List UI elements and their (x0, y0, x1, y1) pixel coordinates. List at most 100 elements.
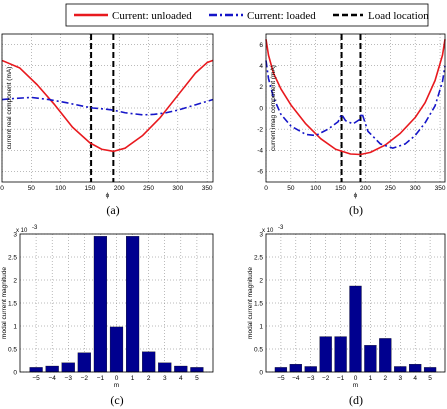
x-tick-label: 200 (114, 185, 125, 192)
bar (364, 345, 377, 373)
bar (142, 351, 156, 373)
x-tick-label: 350 (435, 185, 446, 192)
x-axis-label: m (353, 382, 358, 389)
x-tick-label: 4 (179, 375, 183, 382)
x-tick-label: 2 (147, 375, 151, 382)
y-tick-label: 1.5 (8, 300, 17, 307)
bar (61, 362, 75, 373)
x-tick-label: 250 (143, 185, 154, 192)
y-tick-label: 3 (13, 231, 17, 238)
y-axis-label: modal current magnitude (1, 267, 8, 339)
exponent-power: -3 (32, 225, 38, 231)
panel-d: 0 0.5 1 1.5 2 2.5 3 −5 −4 −3 −2 −1 0 1 2 3 4 5 x 10 -3 m moda… (247, 225, 446, 407)
y-tick-label: -4 (257, 148, 263, 155)
legend-label-load: Load location (368, 10, 429, 22)
bar (379, 338, 392, 373)
bar (45, 365, 59, 373)
series-loaded-line (265, 60, 446, 149)
x-tick-label: 5 (195, 375, 199, 382)
bar (349, 285, 362, 373)
x-tick-label: 100 (310, 185, 321, 192)
panel-c: 0 0.5 1 1.5 2 2.5 3 −5 −4 −3 −2 −1 0 1 2 3 4 5 x 10 -3 m moda… (1, 225, 214, 407)
x-tick-label: −3 (65, 375, 73, 382)
x-tick-label: −4 (48, 375, 56, 382)
y-tick-label: 2 (259, 84, 263, 91)
bar (158, 362, 172, 373)
bar (174, 365, 188, 373)
x-axis-label: m (114, 382, 119, 389)
x-tick-label: 4 (413, 375, 417, 382)
exponent-label: x 10 (16, 228, 28, 234)
exponent-label: x 10 (262, 228, 274, 234)
y-tick-label: -2 (257, 126, 263, 133)
x-tick-label: −1 (337, 375, 345, 382)
x-axis-label: ϕ (106, 192, 110, 199)
x-tick-label: 5 (428, 375, 432, 382)
y-tick-label: 0 (259, 105, 263, 112)
panel-b: 0 50 100 150 200 250 300 350 -6 -4 -2 0 2 4 6 ϕ current … (257, 33, 446, 217)
x-tick-label: 3 (398, 375, 402, 382)
exponent-power: -3 (278, 225, 284, 231)
x-tick-label: −5 (32, 375, 40, 382)
x-tick-label: 350 (202, 185, 213, 192)
bar (190, 367, 204, 373)
y-tick-label: 1.5 (254, 300, 263, 307)
y-axis-label: modal current magnitude (247, 267, 254, 339)
x-tick-label: 3 (163, 375, 167, 382)
bar (289, 364, 302, 373)
y-tick-label: 4 (259, 63, 263, 70)
y-tick-label: 2.5 (254, 254, 263, 261)
x-tick-label: −2 (81, 375, 89, 382)
axes-frame (265, 233, 446, 373)
y-axis-label: current imag component (mA) (270, 65, 277, 151)
bar (77, 352, 91, 373)
x-tick-label: 250 (385, 185, 396, 192)
x-tick-label: 1 (369, 375, 373, 382)
x-tick-label: 300 (172, 185, 183, 192)
y-tick-label: 2.5 (8, 254, 17, 261)
x-tick-label: 0 (115, 375, 119, 382)
axes-frame (1, 33, 214, 183)
x-tick-label: −4 (292, 375, 300, 382)
x-tick-label: 100 (55, 185, 66, 192)
bar (274, 367, 288, 373)
y-axis-label: current real component (mA) (6, 67, 13, 150)
x-tick-label: 0 (354, 375, 358, 382)
y-tick-label: 2 (13, 277, 17, 284)
panel-label: (d) (349, 393, 363, 407)
x-tick-label: 50 (287, 185, 295, 192)
series-loaded-line (1, 96, 214, 116)
bar (29, 367, 43, 373)
x-tick-label: 200 (360, 185, 371, 192)
x-tick-label: 150 (335, 185, 346, 192)
y-tick-label: 1 (259, 323, 263, 330)
bar (394, 366, 407, 373)
bar (93, 236, 107, 373)
x-tick-label: −1 (97, 375, 105, 382)
bar (423, 367, 437, 373)
series-unloaded-line (265, 39, 446, 156)
y-tick-label: 2 (259, 277, 263, 284)
y-tick-label: 0 (259, 369, 263, 376)
x-tick-label: 2 (384, 375, 388, 382)
x-tick-label: −3 (307, 375, 315, 382)
y-tick-label: 0 (13, 369, 17, 376)
y-tick-label: 3 (259, 231, 263, 238)
x-tick-label: 50 (28, 185, 36, 192)
bar (334, 336, 347, 373)
y-tick-label: 0.5 (254, 346, 263, 353)
x-tick-label: 150 (84, 185, 95, 192)
x-tick-label: −2 (322, 375, 330, 382)
series-unloaded-line (1, 59, 214, 153)
bar (109, 326, 124, 373)
y-tick-label: 1 (13, 323, 17, 330)
x-tick-label: 1 (131, 375, 135, 382)
legend-label-unloaded: Current: unloaded (112, 10, 192, 22)
legend-box (65, 3, 429, 27)
axes-frame (265, 33, 446, 183)
x-tick-label: 0 (264, 185, 268, 192)
bar (409, 364, 422, 373)
x-tick-label: −5 (277, 375, 285, 382)
panel-label: (a) (106, 203, 119, 217)
x-tick-label: 0 (0, 185, 4, 192)
